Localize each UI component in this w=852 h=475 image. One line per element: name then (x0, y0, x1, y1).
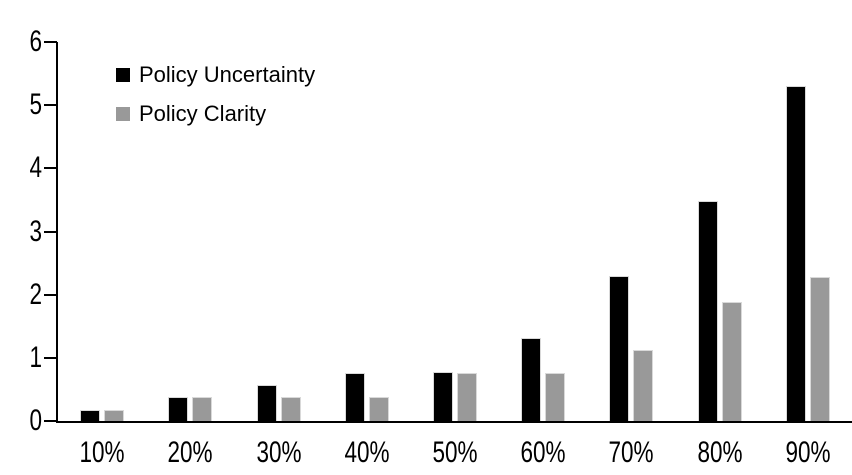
y-tick-mark-4 (44, 167, 57, 170)
bar-policy-uncertainty-10% (80, 410, 100, 421)
bar-policy-clarity-40% (369, 397, 389, 421)
x-tick-label-90%: 90% (785, 436, 831, 469)
y-tick-mark-1 (44, 356, 57, 359)
bar-policy-clarity-20% (192, 397, 212, 421)
y-tick-mark-2 (44, 293, 57, 296)
bar-policy-clarity-90% (810, 277, 830, 421)
y-tick-label-6: 6 (29, 25, 42, 58)
y-tick-mark-5 (44, 104, 57, 107)
y-tick-label-5: 5 (29, 88, 42, 122)
y-tick-label-1: 1 (29, 340, 42, 374)
legend-item-policy-uncertainty: Policy Uncertainty (116, 62, 315, 88)
legend-item-policy-clarity: Policy Clarity (116, 101, 315, 127)
bar-policy-uncertainty-20% (168, 397, 188, 421)
y-tick-mark-3 (44, 230, 57, 233)
bar-policy-uncertainty-90% (786, 86, 806, 421)
x-tick-label-70%: 70% (608, 436, 654, 469)
legend-label-policy-uncertainty: Policy Uncertainty (139, 62, 316, 87)
x-tick-label-40%: 40% (344, 436, 390, 469)
x-tick-label-30%: 30% (256, 436, 302, 469)
bar-policy-clarity-80% (722, 302, 742, 421)
y-tick-label-2: 2 (29, 277, 42, 311)
legend: Policy Uncertainty Policy Clarity (116, 62, 315, 127)
bar-policy-clarity-50% (457, 373, 477, 421)
x-tick-label-60%: 60% (520, 436, 566, 469)
bar-policy-clarity-60% (545, 373, 565, 421)
bar-policy-uncertainty-80% (698, 201, 718, 421)
legend-swatch-policy-uncertainty-icon (116, 68, 130, 82)
bar-policy-uncertainty-50% (433, 372, 453, 421)
x-tick-label-50%: 50% (432, 436, 478, 469)
bar-policy-uncertainty-40% (345, 373, 365, 421)
legend-swatch-policy-clarity-icon (116, 107, 130, 121)
y-tick-label-0: 0 (29, 404, 42, 437)
y-axis-line (56, 42, 58, 423)
bar-policy-uncertainty-30% (257, 385, 277, 421)
bar-policy-clarity-30% (281, 397, 301, 421)
bar-policy-uncertainty-70% (609, 276, 629, 421)
x-axis-line (56, 421, 852, 423)
x-tick-label-10%: 10% (79, 436, 125, 469)
y-tick-label-3: 3 (29, 214, 42, 248)
y-tick-mark-6 (44, 41, 57, 43)
bar-policy-uncertainty-60% (521, 338, 541, 421)
x-tick-label-20%: 20% (167, 436, 213, 469)
y-tick-label-4: 4 (29, 151, 42, 185)
x-tick-label-80%: 80% (697, 436, 743, 469)
legend-label-policy-clarity: Policy Clarity (139, 101, 267, 126)
bar-policy-clarity-10% (104, 410, 124, 421)
y-tick-mark-0 (44, 420, 57, 422)
bar-policy-clarity-70% (633, 350, 653, 421)
